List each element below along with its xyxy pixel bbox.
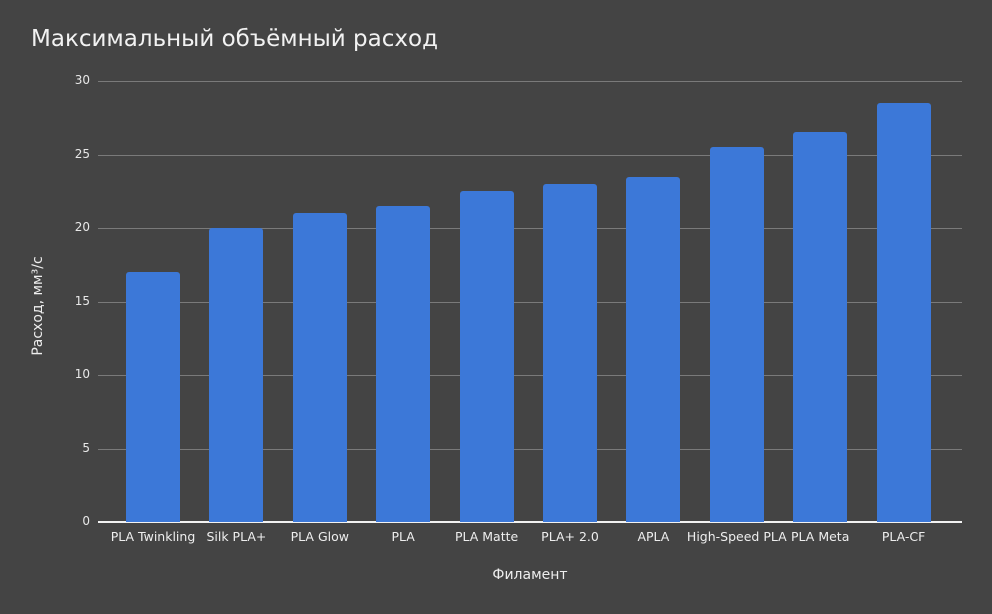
x-axis-title: Филамент bbox=[492, 567, 568, 583]
bar[interactable] bbox=[209, 228, 264, 522]
x-axis-line bbox=[98, 521, 962, 523]
x-tick-label: PLA Meta bbox=[791, 529, 850, 544]
y-tick-label: 20 bbox=[74, 220, 90, 234]
x-tick-label: PLA-CF bbox=[881, 529, 926, 544]
chart-title: Максимальный объёмный расход bbox=[31, 26, 438, 52]
x-tick-label: PLA+ 2.0 bbox=[541, 529, 599, 544]
bar[interactable] bbox=[376, 205, 431, 522]
x-tick-label: PLA Twinkling bbox=[110, 529, 196, 544]
y-tick-label: 10 bbox=[74, 367, 90, 381]
gridline bbox=[98, 448, 962, 450]
gridline bbox=[98, 81, 962, 82]
bar[interactable] bbox=[126, 272, 180, 522]
gridline bbox=[98, 154, 962, 156]
x-tick-label: PLA bbox=[391, 529, 415, 544]
y-axis-title: Расход, мм³/с bbox=[30, 256, 46, 356]
bar[interactable] bbox=[292, 213, 347, 522]
x-tick-label: PLA Glow bbox=[290, 529, 349, 544]
gridline bbox=[98, 301, 962, 303]
x-tick-label: PLA Matte bbox=[454, 529, 519, 544]
bar[interactable] bbox=[793, 132, 848, 522]
bar[interactable] bbox=[876, 103, 931, 522]
gridline bbox=[98, 375, 962, 376]
bar[interactable] bbox=[709, 147, 764, 522]
bar[interactable] bbox=[626, 176, 681, 522]
gridline bbox=[98, 228, 962, 229]
y-tick-label: 30 bbox=[74, 73, 90, 87]
bar[interactable] bbox=[543, 183, 597, 522]
y-tick-label: 0 bbox=[82, 514, 90, 528]
y-tick-label: 15 bbox=[74, 293, 90, 308]
bar[interactable] bbox=[459, 191, 514, 522]
x-tick-label: Silk PLA+ bbox=[206, 529, 267, 544]
x-tick-label: High-Speed PLA bbox=[686, 529, 787, 544]
y-tick-label: 25 bbox=[74, 146, 90, 161]
y-tick-label: 5 bbox=[82, 440, 90, 455]
x-tick-label: APLA bbox=[637, 529, 670, 544]
